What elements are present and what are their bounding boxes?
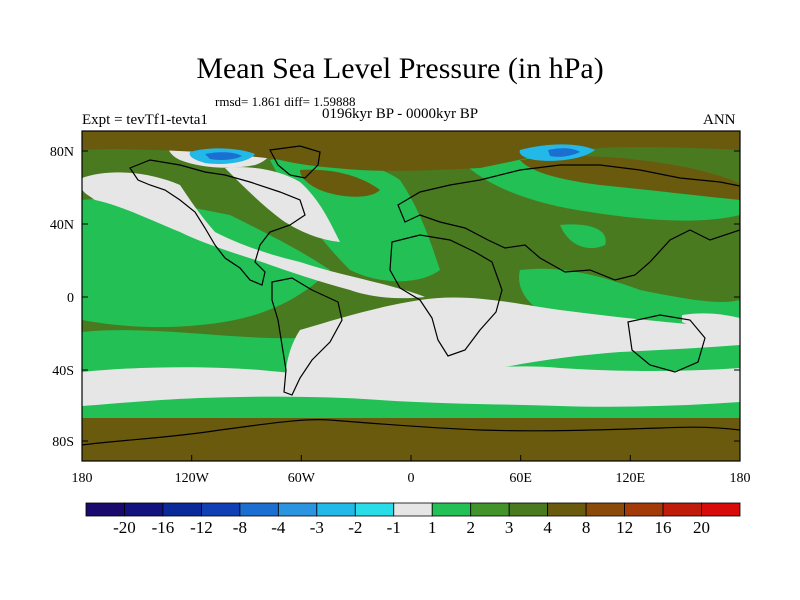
- colorbar-label: 3: [505, 518, 514, 537]
- field-gray-east-pacific: [682, 313, 740, 332]
- colorbar-label: -8: [233, 518, 247, 537]
- colorbar-swatch: [85, 502, 125, 517]
- colorbar-swatch: [277, 502, 318, 517]
- lon-tick-label: 180: [72, 471, 93, 486]
- field-green-atlantic-north: [270, 156, 440, 282]
- lon-tick-label: 60W: [288, 471, 316, 486]
- time-period-subtitle: 0196kyr BP - 0000kyr BP: [322, 106, 479, 122]
- lon-tick-label: 0: [408, 471, 415, 486]
- field-gray-southern-ocean: [82, 366, 740, 407]
- coastline-antarctica: [82, 419, 740, 446]
- colorbar-swatch: [162, 502, 202, 517]
- field-green-asia: [460, 155, 740, 221]
- field-green-northeast: [560, 224, 606, 249]
- colorbar-label: 16: [655, 518, 672, 537]
- field-blue-barents-core: [548, 148, 580, 157]
- colorbar-swatch: [239, 502, 279, 517]
- field-brown-arctic: [82, 131, 740, 171]
- field-brown-antarctic: [82, 418, 740, 461]
- colorbar-swatch: [393, 502, 433, 517]
- colorbar-swatch: [470, 502, 510, 517]
- colorbar-label: -3: [310, 518, 324, 537]
- rmsd-diff-stats: rmsd= 1.861 diff= 1.59888: [215, 94, 356, 109]
- field-brown-siberia: [520, 156, 740, 200]
- colorbar-label: -2: [348, 518, 362, 537]
- colorbar-swatch: [316, 502, 356, 517]
- colorbar-swatch: [701, 502, 741, 517]
- lat-tick-label: 40S: [52, 364, 74, 379]
- season-label: ANN: [703, 112, 736, 128]
- colorbar-label: -20: [113, 518, 136, 537]
- coastline-greenland: [269, 145, 321, 179]
- colorbar-label: 2: [466, 518, 475, 537]
- pressure-field: [82, 131, 740, 461]
- colorbar-swatch: [547, 502, 587, 517]
- colorbar-label: 20: [693, 518, 710, 537]
- colorbar-swatch: [354, 502, 395, 517]
- lon-tick-label: 120E: [616, 471, 646, 486]
- coastline-north-america: [129, 159, 306, 286]
- field-green-pacific: [82, 198, 330, 328]
- colorbar: [85, 502, 741, 517]
- colorbar-swatch: [508, 502, 549, 517]
- lon-tick-label: 60E: [509, 471, 532, 486]
- coastline-australia: [627, 314, 706, 373]
- field-gray-north-atlantic: [225, 167, 340, 242]
- lat-tick-label: 80S: [52, 435, 74, 450]
- colorbar-swatch: [201, 502, 241, 517]
- coastline-africa: [389, 234, 503, 357]
- lat-tick-label: 40N: [50, 218, 74, 233]
- colorbar-label: 8: [582, 518, 591, 537]
- lon-tick-label: 120W: [175, 471, 210, 486]
- colorbar-label: -16: [152, 518, 175, 537]
- colorbar-label: -12: [190, 518, 213, 537]
- colorbar-label: 1: [428, 518, 437, 537]
- colorbar-label: 12: [616, 518, 633, 537]
- coastline-south-america: [271, 277, 343, 396]
- colorbar-label: 4: [543, 518, 552, 537]
- colorbar-swatch: [585, 502, 625, 517]
- field-gray-south-band: [285, 297, 740, 391]
- field-blue-greenland-core: [205, 152, 242, 160]
- colorbar-swatch: [624, 502, 664, 517]
- coastlines: [82, 145, 740, 446]
- longitude-axis: 180 120W 60W 0 60E 120E 180: [72, 455, 751, 486]
- latitude-axis: 80N 40N 0 40S 80S: [50, 145, 740, 450]
- chart-title: Mean Sea Level Pressure (in hPa): [196, 52, 604, 85]
- lon-tick-label: 180: [730, 471, 751, 486]
- colorbar-swatch: [662, 502, 702, 517]
- coastline-eurasia: [397, 164, 740, 281]
- lat-tick-label: 0: [67, 291, 74, 306]
- colorbar-swatch: [431, 502, 472, 517]
- colorbar-label: -4: [271, 518, 286, 537]
- field-brown-north-atlantic: [300, 169, 380, 197]
- lat-tick-label: 80N: [50, 145, 74, 160]
- colorbar-label: -1: [387, 518, 401, 537]
- experiment-label: Expt = tevTf1-tevta1: [82, 112, 208, 128]
- colorbar-labels: -20 -16 -12 -8 -4 -3 -2 -1 1 2 3 4 8 12 16 20: [113, 518, 710, 537]
- field-gray-north-america: [82, 172, 425, 299]
- colorbar-swatch: [124, 502, 164, 517]
